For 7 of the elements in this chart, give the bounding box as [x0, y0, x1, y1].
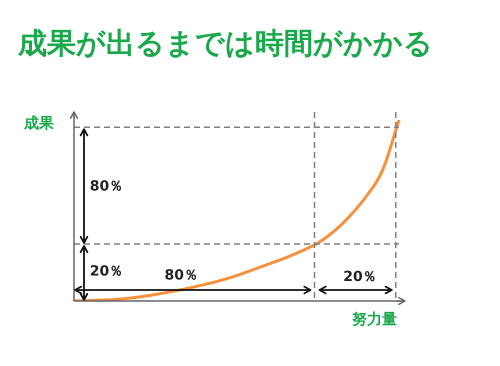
x-axis-title: 努力量: [352, 310, 397, 329]
annotation: 80％: [164, 267, 198, 284]
annotation: 20％: [90, 264, 124, 280]
y-axis-title: 成果: [24, 114, 54, 133]
annotation: 20％: [343, 269, 377, 286]
chart-title: 成果が出るまでは時間がかかる: [18, 25, 433, 62]
annotation: 80％: [90, 178, 124, 195]
